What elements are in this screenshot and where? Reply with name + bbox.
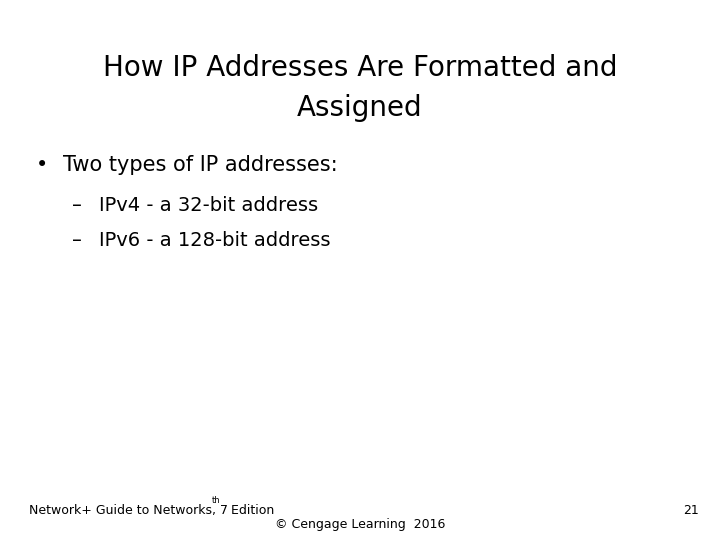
Text: 21: 21 <box>683 504 698 517</box>
Text: Assigned: Assigned <box>297 94 423 122</box>
Text: How IP Addresses Are Formatted and: How IP Addresses Are Formatted and <box>103 53 617 82</box>
Text: •: • <box>36 154 48 175</box>
Text: © Cengage Learning  2016: © Cengage Learning 2016 <box>275 518 445 531</box>
Text: th: th <box>212 496 220 505</box>
Text: Edition: Edition <box>227 504 274 517</box>
Text: –: – <box>72 231 82 250</box>
Text: IPv6 - a 128-bit address: IPv6 - a 128-bit address <box>99 231 331 250</box>
Text: IPv4 - a 32-bit address: IPv4 - a 32-bit address <box>99 195 318 215</box>
Text: Network+ Guide to Networks, 7: Network+ Guide to Networks, 7 <box>29 504 228 517</box>
Text: –: – <box>72 195 82 215</box>
Text: Two types of IP addresses:: Two types of IP addresses: <box>63 154 338 175</box>
